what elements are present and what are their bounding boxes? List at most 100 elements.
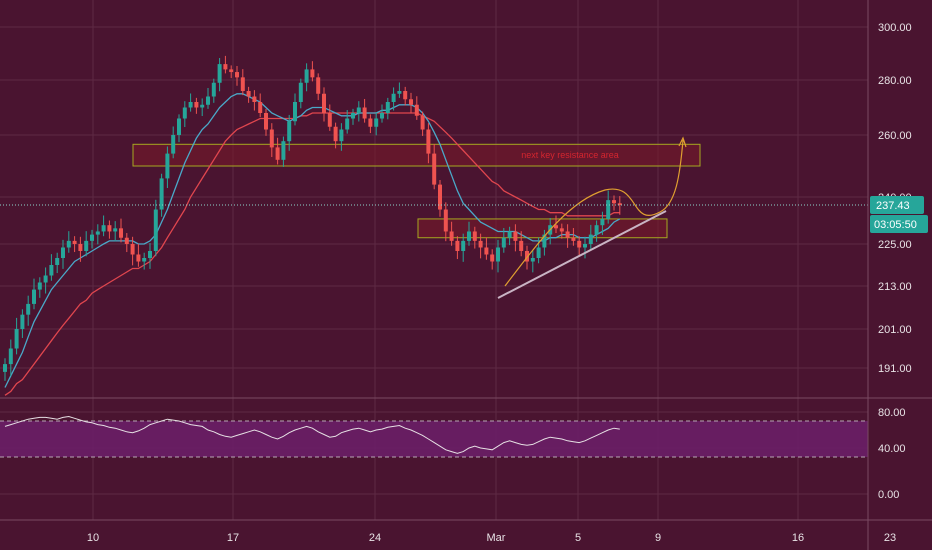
candle-up[interactable] bbox=[507, 231, 512, 238]
candle-down[interactable] bbox=[455, 240, 460, 251]
candle-down[interactable] bbox=[258, 102, 263, 113]
candle-up[interactable] bbox=[281, 141, 286, 160]
candle-up[interactable] bbox=[84, 240, 89, 251]
candle-up[interactable] bbox=[588, 234, 593, 244]
candle-up[interactable] bbox=[217, 64, 222, 83]
candle-up[interactable] bbox=[536, 247, 541, 259]
candle-down[interactable] bbox=[333, 126, 338, 142]
candle-down[interactable] bbox=[472, 231, 477, 241]
candle-up[interactable] bbox=[287, 121, 292, 142]
candle-down[interactable] bbox=[478, 240, 483, 248]
candle-up[interactable] bbox=[211, 82, 216, 97]
candle-up[interactable] bbox=[542, 234, 547, 248]
time-axis[interactable]: 10 17 24 Mar 5 9 16 23 bbox=[87, 532, 896, 544]
candle-up[interactable] bbox=[293, 102, 297, 122]
candle-down[interactable] bbox=[368, 118, 373, 127]
candle-up[interactable] bbox=[148, 251, 152, 258]
candle-down[interactable] bbox=[107, 225, 112, 232]
candle-up[interactable] bbox=[14, 329, 19, 349]
candle-down[interactable] bbox=[229, 69, 234, 73]
candle-up[interactable] bbox=[61, 247, 65, 259]
candle-up[interactable] bbox=[153, 209, 158, 251]
candle-down[interactable] bbox=[449, 231, 454, 241]
candle-down[interactable] bbox=[513, 231, 518, 241]
candle-up[interactable] bbox=[380, 113, 384, 119]
candle-down[interactable] bbox=[484, 247, 489, 255]
candle-up[interactable] bbox=[37, 282, 42, 290]
candle-down[interactable] bbox=[432, 153, 437, 185]
candle-up[interactable] bbox=[374, 118, 379, 127]
candle-down[interactable] bbox=[362, 107, 367, 119]
candles[interactable] bbox=[3, 55, 622, 381]
candle-down[interactable] bbox=[554, 225, 558, 229]
candle-up[interactable] bbox=[461, 240, 466, 251]
candle-up[interactable] bbox=[177, 118, 181, 136]
candle-down[interactable] bbox=[310, 69, 315, 78]
candle-up[interactable] bbox=[43, 275, 48, 283]
candle-down[interactable] bbox=[223, 64, 228, 70]
candle-up[interactable] bbox=[298, 82, 303, 102]
candle-down[interactable] bbox=[565, 231, 570, 238]
candle-down[interactable] bbox=[612, 200, 616, 204]
candle-down[interactable] bbox=[617, 203, 622, 206]
candle-up[interactable] bbox=[26, 303, 31, 315]
candle-up[interactable] bbox=[165, 153, 170, 179]
candle-up[interactable] bbox=[55, 258, 60, 265]
candle-up[interactable] bbox=[182, 107, 187, 119]
candle-up[interactable] bbox=[339, 129, 344, 142]
candle-up[interactable] bbox=[20, 314, 25, 329]
candle-up[interactable] bbox=[3, 364, 7, 372]
rsi-axis[interactable]: 80.00 40.00 0.00 bbox=[878, 407, 906, 501]
candle-down[interactable] bbox=[124, 237, 129, 244]
candle-up[interactable] bbox=[530, 258, 535, 262]
candle-down[interactable] bbox=[119, 228, 123, 238]
candle-down[interactable] bbox=[559, 228, 564, 232]
candle-down[interactable] bbox=[443, 209, 448, 232]
candle-down[interactable] bbox=[438, 184, 442, 210]
ascending-trendline[interactable] bbox=[497, 210, 667, 299]
candle-down[interactable] bbox=[403, 91, 408, 100]
candle-up[interactable] bbox=[496, 247, 500, 262]
candle-down[interactable] bbox=[420, 115, 425, 130]
price-axis[interactable]: 300.00280.00260.00240.00225.00213.00201.… bbox=[878, 22, 912, 375]
candle-down[interactable] bbox=[194, 102, 199, 108]
candle-down[interactable] bbox=[130, 244, 135, 255]
candle-up[interactable] bbox=[501, 237, 506, 248]
candle-down[interactable] bbox=[275, 147, 280, 160]
candle-up[interactable] bbox=[66, 240, 71, 248]
candle-down[interactable] bbox=[414, 104, 419, 116]
candle-down[interactable] bbox=[264, 113, 268, 130]
drawings[interactable] bbox=[0, 136, 868, 299]
candle-up[interactable] bbox=[49, 265, 54, 276]
candle-up[interactable] bbox=[385, 102, 390, 113]
candle-down[interactable] bbox=[519, 240, 524, 251]
candle-down[interactable] bbox=[269, 129, 274, 148]
candle-up[interactable] bbox=[142, 258, 147, 262]
candle-up[interactable] bbox=[345, 118, 350, 130]
candle-up[interactable] bbox=[467, 231, 471, 241]
candle-down[interactable] bbox=[327, 113, 332, 127]
candle-up[interactable] bbox=[356, 107, 361, 114]
candle-down[interactable] bbox=[136, 254, 141, 262]
candle-up[interactable] bbox=[95, 231, 100, 235]
candle-down[interactable] bbox=[571, 237, 576, 241]
candle-down[interactable] bbox=[322, 93, 326, 113]
projection-curve[interactable] bbox=[504, 139, 684, 287]
candle-up[interactable] bbox=[600, 218, 605, 226]
candle-down[interactable] bbox=[252, 96, 257, 103]
resistance-zone[interactable] bbox=[132, 143, 701, 167]
candle-down[interactable] bbox=[426, 129, 431, 154]
candle-down[interactable] bbox=[490, 254, 495, 262]
candle-down[interactable] bbox=[316, 77, 321, 94]
candle-up[interactable] bbox=[583, 244, 587, 248]
candle-up[interactable] bbox=[8, 348, 13, 365]
candle-up[interactable] bbox=[101, 225, 106, 232]
candle-up[interactable] bbox=[594, 225, 599, 235]
candle-down[interactable] bbox=[246, 91, 251, 97]
candle-up[interactable] bbox=[171, 135, 176, 154]
candle-up[interactable] bbox=[397, 91, 402, 94]
candle-up[interactable] bbox=[206, 96, 210, 105]
candle-up[interactable] bbox=[90, 234, 94, 241]
candle-up[interactable] bbox=[200, 104, 205, 108]
